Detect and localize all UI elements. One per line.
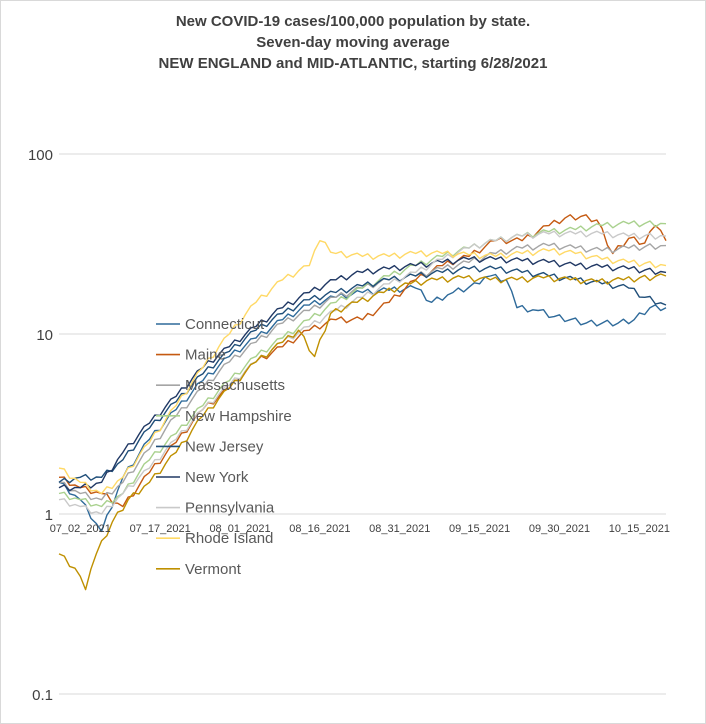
series-line-massachusetts bbox=[58, 242, 667, 501]
legend-label: Massachusetts bbox=[185, 377, 285, 394]
series-line-connecticut bbox=[58, 273, 667, 533]
chart-title-line-1: New COVID-19 cases/100,000 population by… bbox=[175, 13, 531, 30]
series-line-new-jersey bbox=[58, 265, 667, 484]
legend-label: New Jersey bbox=[185, 438, 264, 455]
legend-label: New York bbox=[185, 469, 249, 486]
x-tick-label: 09_30_2021 bbox=[529, 523, 590, 535]
x-tick-label: 08_16_2021 bbox=[289, 523, 350, 535]
x-tick-label: 07_02_2021 bbox=[50, 523, 111, 535]
y-tick-label: 100 bbox=[28, 147, 53, 164]
x-tick-label: 08_01_2021 bbox=[209, 523, 270, 535]
series-line-rhode-island bbox=[58, 239, 667, 495]
legend-label: Rhode Island bbox=[185, 530, 273, 547]
series-lines bbox=[58, 214, 667, 591]
chart-title-line-2: Seven-day moving average bbox=[256, 34, 450, 51]
x-tick-label: 08_31_2021 bbox=[369, 523, 430, 535]
x-tick-label: 10_15_2021 bbox=[609, 523, 670, 535]
y-tick-label: 1 bbox=[45, 507, 53, 524]
y-tick-label: 10 bbox=[36, 327, 53, 344]
series-line-maine bbox=[58, 214, 667, 508]
chart-title: New COVID-19 cases/100,000 population by… bbox=[1, 11, 705, 74]
legend-label: New Hampshire bbox=[185, 408, 292, 425]
chart-title-line-3: NEW ENGLAND and MID-ATLANTIC, starting 6… bbox=[158, 55, 548, 72]
legend-label: Vermont bbox=[185, 561, 242, 578]
series-line-new-hampshire bbox=[58, 220, 667, 508]
legend-label: Maine bbox=[185, 347, 226, 364]
x-tick-label: 09_15_2021 bbox=[449, 523, 510, 535]
legend-label: Pennsylvania bbox=[185, 500, 275, 517]
series-line-vermont bbox=[58, 273, 667, 591]
x-tick-label: 07_17_2021 bbox=[130, 523, 191, 535]
axis-labels: 100 10 1 0.1 07_02_2021 07_17_2021 08_01_2021 0… bbox=[28, 147, 670, 704]
legend: Connecticut Maine Massachusetts New Hampshi… bbox=[156, 316, 292, 578]
legend-label: Connecticut bbox=[185, 316, 265, 333]
y-tick-label: 0.1 bbox=[32, 687, 53, 704]
gridlines bbox=[59, 153, 666, 695]
